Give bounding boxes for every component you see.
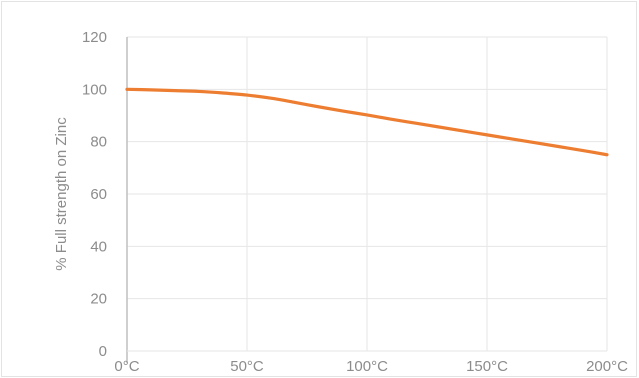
y-tick-label: 0 <box>99 343 107 360</box>
x-tick-label: 150°C <box>466 358 508 375</box>
series-layer <box>125 87 609 157</box>
grid-layer <box>127 36 608 351</box>
label-layer: 0 20 40 60 80 100 120 0°C 50°C 100°C 150°C 200°C <box>82 29 628 375</box>
y-tick-label: 40 <box>90 238 107 255</box>
y-tick-label: 20 <box>90 291 107 308</box>
axis-layer <box>126 37 607 363</box>
x-tick-label: 100°C <box>346 358 388 375</box>
y-tick-label: 80 <box>90 134 107 151</box>
y-tick-label: 60 <box>90 186 107 203</box>
y-tick-label: 100 <box>82 81 107 98</box>
x-tick-label: 50°C <box>230 358 264 375</box>
y-axis-title: % Full strength on Zinc <box>53 117 70 271</box>
y-tick-label: 120 <box>82 29 107 46</box>
series-line <box>125 87 609 157</box>
x-tick-label: 0°C <box>114 358 139 375</box>
x-tick-label: 200°C <box>586 358 628 375</box>
